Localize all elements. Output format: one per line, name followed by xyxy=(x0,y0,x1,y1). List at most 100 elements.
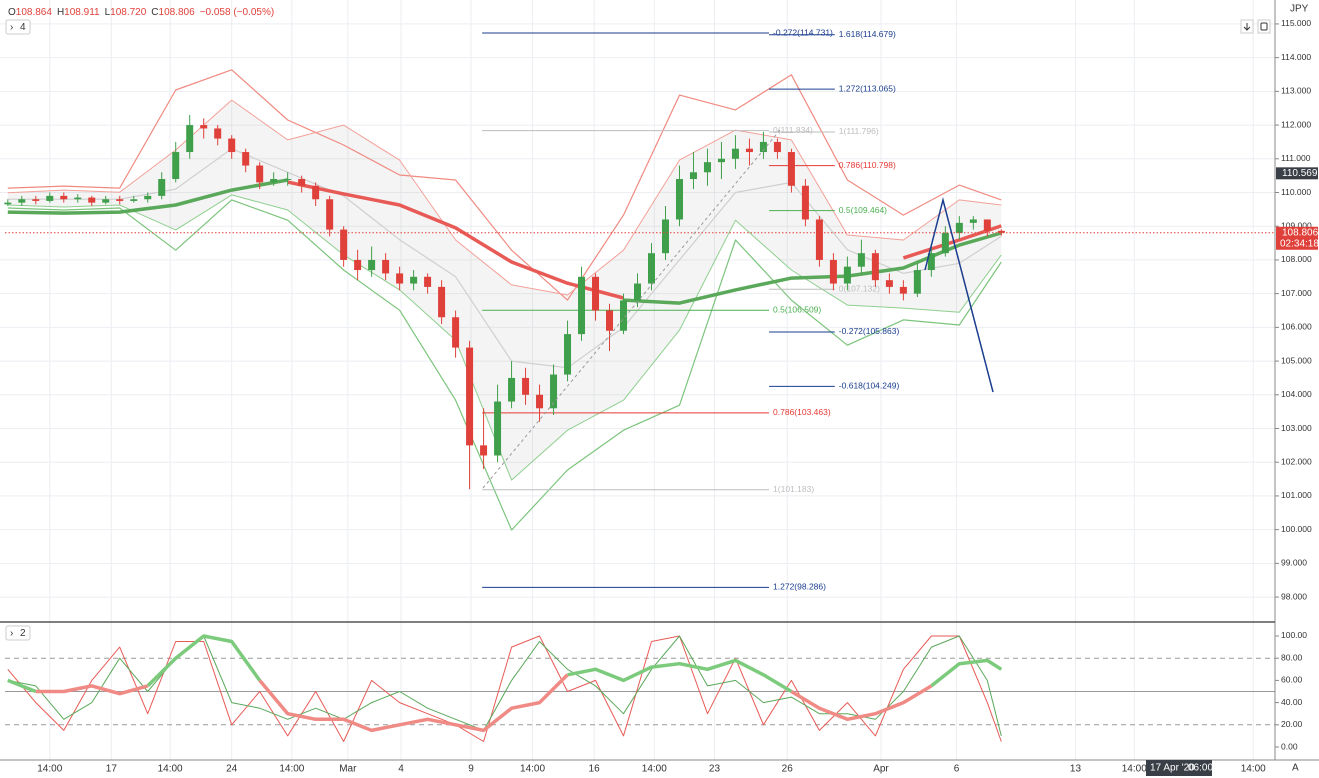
candle-body xyxy=(969,219,977,223)
fib-label: 0.5(109.464) xyxy=(839,205,887,215)
grid-layer xyxy=(0,0,1275,760)
fib-label: 1(111.796) xyxy=(839,126,879,136)
y-tick-label: 113.000 xyxy=(1281,86,1311,96)
x-tick-label: 16 xyxy=(589,764,601,775)
candle-body xyxy=(731,148,739,159)
x-tick-label: 23 xyxy=(709,764,721,775)
y-tick-label: 106.000 xyxy=(1281,322,1312,332)
legend-key: L xyxy=(105,7,111,18)
candle-body xyxy=(410,276,418,284)
y-tick-label: 103.000 xyxy=(1281,423,1312,433)
y-tick-label: 99.000 xyxy=(1281,558,1307,568)
indicator-toggle[interactable] xyxy=(5,625,31,641)
candle-body xyxy=(32,199,40,201)
candle-body xyxy=(550,374,558,409)
x-tick-label: 4 xyxy=(398,764,404,775)
candle-body xyxy=(717,158,725,163)
fib-label: 1(101.183) xyxy=(773,484,814,494)
candle-body xyxy=(312,185,320,200)
y-tick-label: 98.000 xyxy=(1281,591,1307,601)
crosshair-date: 17 Apr '20 xyxy=(1150,763,1195,774)
fib-label: 0.5(106.509) xyxy=(773,304,821,314)
fib-label: -0.618(104.249) xyxy=(839,381,900,391)
candle-body xyxy=(913,270,921,294)
x-tick-label: 6 xyxy=(954,764,960,775)
fib-label: 0(111.834) xyxy=(773,125,813,135)
chevron: › xyxy=(10,628,13,639)
candle-body xyxy=(661,219,669,254)
candle-body xyxy=(158,179,166,196)
candle-body xyxy=(228,138,236,153)
fullscreen-button[interactable] xyxy=(1257,19,1271,34)
candle-body xyxy=(885,280,893,287)
candle-body xyxy=(787,152,795,186)
candle-body xyxy=(256,165,264,183)
candle-body xyxy=(172,152,180,180)
fib-label: -0.272(114.731) xyxy=(773,27,833,37)
last-price-box xyxy=(1276,226,1318,250)
y-tick-label: 0.00 xyxy=(1281,741,1298,751)
candle-body xyxy=(452,317,460,348)
candle-body xyxy=(480,445,488,456)
y-tick-label: 112.000 xyxy=(1281,119,1311,129)
indicator-toggle[interactable] xyxy=(5,19,31,35)
candle-body xyxy=(857,253,865,267)
fib-label: 1.272(113.065) xyxy=(839,83,896,93)
band-fill xyxy=(7,100,1002,481)
arrow-icon xyxy=(1243,23,1251,31)
drawing-line xyxy=(924,197,994,393)
y-tick-label: 107.000 xyxy=(1281,288,1312,298)
candle-body xyxy=(773,141,781,153)
candle-body xyxy=(955,222,963,233)
x-tick-label: Apr xyxy=(873,764,889,775)
x-tick-label: 24 xyxy=(226,764,238,775)
x-tick-label: 17 xyxy=(106,764,118,775)
x-tick-label: 14:00 xyxy=(37,764,62,775)
candle-body xyxy=(382,259,390,274)
x-tick-label: 9 xyxy=(468,764,474,775)
candle-body xyxy=(634,283,641,301)
candle-body xyxy=(578,276,586,335)
ohlc-legend: O108.864 H108.911 L108.720 C108.806 −0.058 (… xyxy=(8,7,274,18)
x-tick-label: 14:00 xyxy=(1122,764,1147,775)
candle-body xyxy=(620,300,628,331)
candle-body xyxy=(466,347,474,446)
y-tick-label: 102.000 xyxy=(1281,456,1312,466)
x-tick-label: 14:00 xyxy=(1241,764,1266,775)
candle-body xyxy=(368,259,376,271)
y-tick-label: 110.000 xyxy=(1281,187,1311,197)
candle-body xyxy=(284,179,292,181)
candle-body xyxy=(326,199,334,230)
fullscreen-icon xyxy=(1260,22,1268,31)
candle-body xyxy=(606,310,614,331)
candle-body xyxy=(46,195,54,201)
candle-body xyxy=(298,179,306,186)
scale-mode[interactable]: A xyxy=(1292,763,1299,774)
candle-body xyxy=(60,195,68,200)
x-tick-label: 14:00 xyxy=(158,764,183,775)
legend-value: 108.720 xyxy=(110,7,147,18)
candle-body xyxy=(983,219,991,231)
indicator-line xyxy=(7,178,1002,305)
legend-key: H xyxy=(57,7,64,18)
y-tick-label: 60.00 xyxy=(1281,675,1303,685)
y-tick-label: 114.000 xyxy=(1281,52,1311,62)
candle-body xyxy=(564,334,572,375)
candle-body xyxy=(927,253,935,271)
candle-body xyxy=(74,197,82,200)
indicator-line xyxy=(7,194,1002,481)
indicator-line xyxy=(7,199,1002,531)
candle-body xyxy=(214,128,222,139)
price-marker-box xyxy=(1276,167,1318,180)
last-price-label: 108.806 xyxy=(1282,227,1319,238)
axis-layer: 14:00 17 14:00 24 14:00 Mar 4 9 14:00 16 14:00 23 26… xyxy=(37,18,1319,774)
candle-body xyxy=(815,219,823,260)
x-tick-label: 14:00 xyxy=(279,764,304,775)
y-tick-label: 109.000 xyxy=(1281,220,1312,230)
x-tick-label: Mar xyxy=(339,764,357,775)
candle-body xyxy=(18,199,26,203)
candle-body xyxy=(941,232,949,254)
candle-body xyxy=(102,199,110,203)
x-tick-label: 14:00 xyxy=(642,764,667,775)
